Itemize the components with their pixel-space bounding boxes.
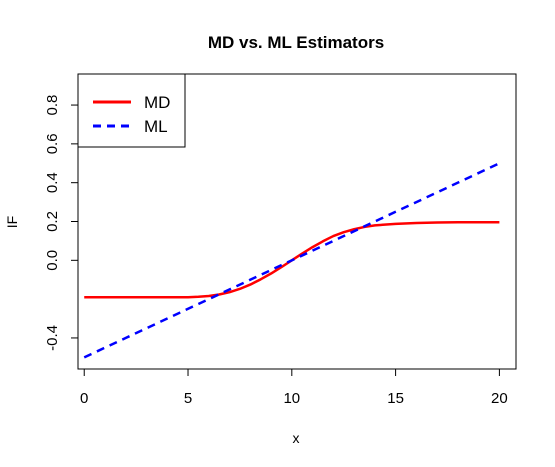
series-layer xyxy=(83,162,500,359)
x-axis: 0 5 10 15 20 xyxy=(80,368,508,407)
series-line-ml xyxy=(83,162,500,359)
y-tick-label: 0.2 xyxy=(44,211,61,232)
y-tick-label: 0.4 xyxy=(44,172,61,193)
y-tick-label: 0.0 xyxy=(44,250,61,271)
legend-label-ml: ML xyxy=(144,117,168,136)
y-axis-title: IF xyxy=(4,216,20,228)
y-axis: -0.4 0.0 0.2 0.4 0.6 0.8 xyxy=(44,95,79,351)
x-axis-title: x xyxy=(293,430,300,446)
y-tick-label: 0.8 xyxy=(44,95,61,116)
legend-label-md: MD xyxy=(144,93,170,112)
x-tick-label: 10 xyxy=(283,390,300,407)
x-tick-label: 15 xyxy=(387,390,404,407)
chart-title: MD vs. ML Estimators xyxy=(208,33,384,52)
series-line-md xyxy=(84,221,500,299)
x-tick-label: 20 xyxy=(491,390,508,407)
legend: MD ML xyxy=(77,73,186,148)
y-tick-label: -0.4 xyxy=(44,325,61,351)
x-tick-label: 0 xyxy=(80,390,88,407)
y-tick-label: 0.6 xyxy=(44,133,61,154)
x-tick-label: 5 xyxy=(184,390,192,407)
legend-box xyxy=(77,73,186,148)
